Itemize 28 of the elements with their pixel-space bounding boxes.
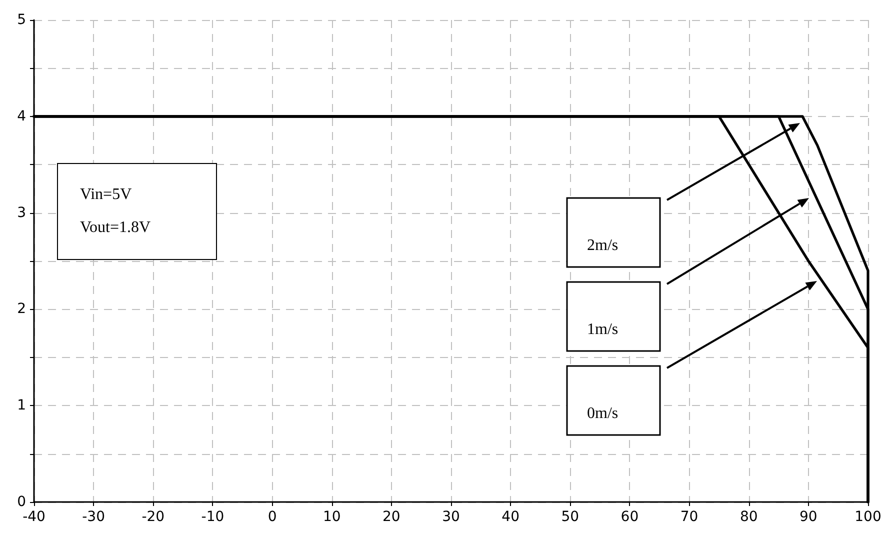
- annotation: 1m/s: [587, 321, 618, 338]
- y-tick-label: 0: [17, 494, 26, 510]
- annotation: 2m/s: [587, 237, 618, 254]
- callout: 2m/s: [566, 122, 801, 268]
- y-tick-label: 1: [17, 398, 26, 414]
- note-box: Vin=5V Vout=1.8V: [57, 163, 217, 260]
- x-tick-label: 10: [322, 509, 341, 525]
- x-tick-label: 90: [800, 509, 818, 525]
- x-tick-label: 60: [620, 509, 639, 525]
- y-tick-label: 4: [17, 108, 26, 124]
- x-tick-label: 80: [740, 509, 758, 525]
- x-tick-label: 40: [502, 509, 520, 525]
- x-tick-label: 20: [382, 509, 400, 525]
- x-tick-label: 0: [268, 509, 277, 525]
- annotation: Vin=5V: [80, 186, 133, 204]
- x-tick-label: 70: [680, 509, 698, 525]
- y-tick-label: 2: [17, 301, 26, 318]
- x-tick-label: 100: [854, 509, 882, 525]
- x-tick-label: -40: [22, 509, 46, 525]
- y-tick-label: 3: [17, 204, 26, 221]
- x-tick-label: -30: [82, 509, 106, 525]
- x-tick-label: 30: [442, 509, 460, 525]
- annotation: Vout=1.8V: [80, 219, 152, 237]
- x-tick-label: 50: [561, 509, 580, 525]
- y-tick-label: 5: [17, 12, 26, 28]
- annotation: 0m/s: [587, 405, 618, 422]
- x-tick-label: -20: [142, 509, 165, 525]
- x-tick-label: -10: [201, 509, 224, 525]
